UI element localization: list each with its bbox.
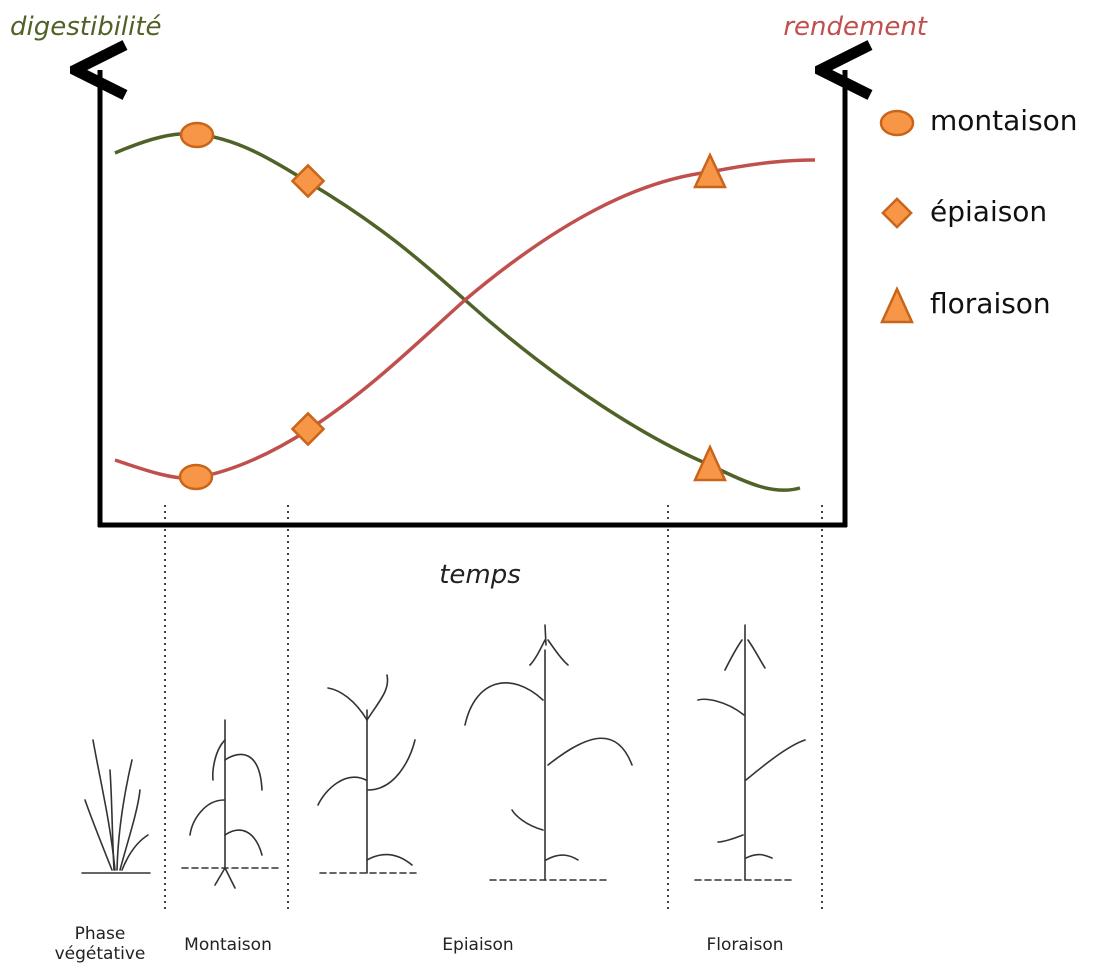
stage-label: Phase végétative bbox=[45, 924, 155, 964]
legend-marker-epiaison bbox=[883, 199, 911, 227]
stage-label: Floraison bbox=[670, 935, 820, 955]
plant-epiaison-early bbox=[318, 675, 420, 873]
y-right-title: rendement bbox=[783, 12, 927, 42]
y-left-title: digestibilité bbox=[10, 12, 162, 42]
plant-vegetative bbox=[82, 740, 150, 873]
legend-label: floraison bbox=[930, 287, 1051, 320]
marker-montaison bbox=[181, 123, 213, 147]
x-title: temps bbox=[380, 560, 580, 590]
marker-floraison bbox=[695, 447, 725, 480]
yield-curve bbox=[115, 160, 815, 478]
plant-epiaison bbox=[465, 625, 632, 880]
marker-epiaison bbox=[292, 413, 323, 444]
marker-epiaison bbox=[292, 165, 323, 196]
legend-marker-floraison bbox=[882, 289, 912, 322]
stage-label: Montaison bbox=[160, 935, 296, 955]
plant-floraison bbox=[695, 625, 805, 880]
plant-montaison bbox=[182, 720, 280, 888]
legend-label: épiaison bbox=[930, 195, 1047, 228]
diagram-canvas bbox=[0, 0, 1095, 977]
stage-label: Epiaison bbox=[400, 935, 556, 955]
marker-montaison bbox=[180, 465, 212, 489]
legend-marker-montaison bbox=[881, 111, 913, 135]
diagram: digestibilité rendement temps montaison … bbox=[0, 0, 1095, 977]
legend-label: montaison bbox=[930, 104, 1078, 137]
